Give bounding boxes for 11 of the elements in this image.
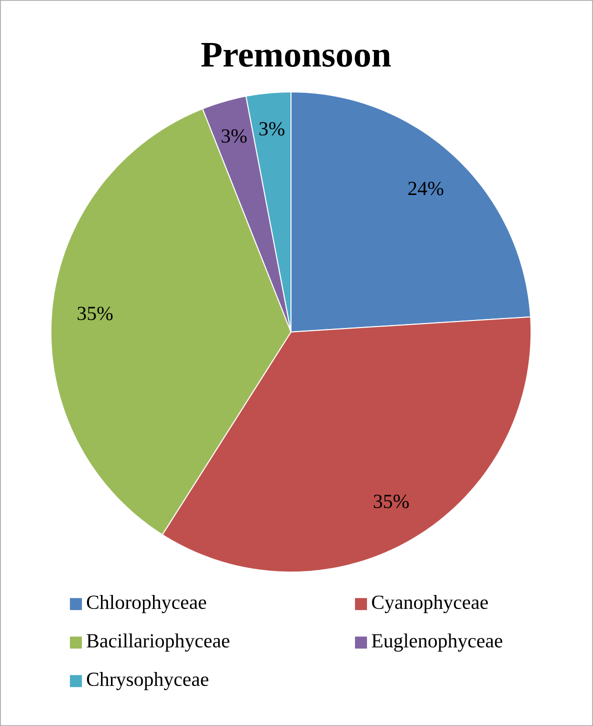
legend-label: Euglenophyceae bbox=[372, 634, 502, 652]
legend-label: Chlorophyceae bbox=[86, 595, 206, 614]
data-label: 35% bbox=[374, 494, 409, 508]
legend-label: Chrysophyceae bbox=[86, 672, 208, 690]
chart-title: Premonsoon bbox=[201, 43, 391, 67]
data-label: 35% bbox=[78, 306, 113, 320]
data-label: 3% bbox=[222, 129, 247, 143]
data-label: 24% bbox=[408, 182, 444, 196]
legend-label: Cyanophyceae bbox=[372, 595, 488, 614]
data-label: 3% bbox=[259, 122, 284, 136]
legend-label: Bacillariophyceae bbox=[86, 634, 230, 652]
